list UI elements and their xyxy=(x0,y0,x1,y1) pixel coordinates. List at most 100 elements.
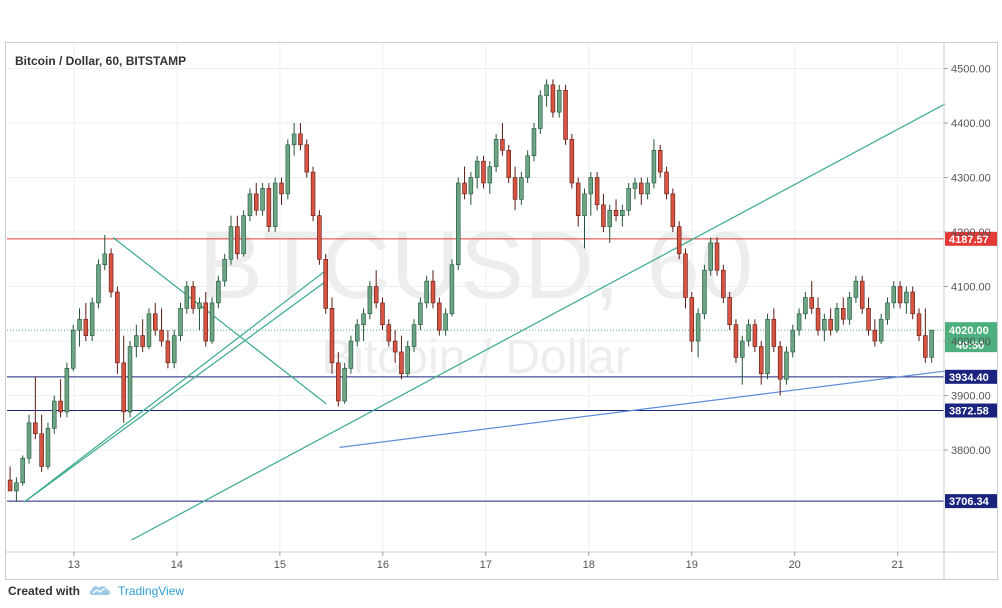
x-tick-label: 17 xyxy=(480,559,492,571)
x-tick-label: 20 xyxy=(789,559,801,571)
candle-body xyxy=(601,204,606,227)
candle-body xyxy=(279,182,284,195)
level-price-tag xyxy=(945,494,997,509)
footer: Created with TradingView xyxy=(0,580,1002,608)
candle-body xyxy=(847,297,852,320)
level-price-tag xyxy=(945,403,997,418)
candle-body xyxy=(929,329,934,358)
candle-body xyxy=(153,313,158,331)
candle-body xyxy=(254,193,259,211)
candlestick-chart[interactable]: BTCUSD, 60 Bitcoin / Dollar 4187.57 3934.4… xyxy=(6,43,997,579)
candle-body xyxy=(512,177,518,200)
candle-body xyxy=(626,188,631,211)
candle-body xyxy=(102,253,108,266)
candle-body xyxy=(683,253,688,298)
candle-body xyxy=(657,149,663,173)
candle-body xyxy=(455,182,461,266)
top-strip xyxy=(0,0,1002,40)
time-axis: 13 14 15 16 17 18 19 20 21 xyxy=(6,551,997,571)
candle-body xyxy=(291,133,297,146)
candle-body xyxy=(664,171,669,195)
x-tick-label: 18 xyxy=(583,559,595,571)
candle-body xyxy=(285,144,291,195)
candle-body xyxy=(878,318,884,342)
candle-body xyxy=(708,242,713,271)
candle-body xyxy=(563,90,568,140)
candle-body xyxy=(613,209,619,216)
x-tick-label: 14 xyxy=(171,559,183,571)
candle-body xyxy=(809,297,814,309)
candle-body xyxy=(83,318,89,336)
tradingview-logo-icon xyxy=(89,586,110,595)
candle-body xyxy=(336,362,341,402)
candle-body xyxy=(645,182,650,195)
watermark-name: Bitcoin / Dollar xyxy=(321,331,630,384)
candle-body xyxy=(266,188,272,227)
candle-body xyxy=(140,335,145,347)
candle-body xyxy=(121,362,126,413)
level-price-label: 3706.34 xyxy=(949,496,990,508)
candle-body xyxy=(437,302,442,331)
watermark: BTCUSD, 60 Bitcoin / Dollar xyxy=(199,212,754,384)
candle-body xyxy=(361,313,366,326)
candle-body xyxy=(380,302,385,326)
candle-body xyxy=(342,368,347,402)
candle-body xyxy=(405,346,411,375)
candle-body xyxy=(449,264,455,315)
candle-body xyxy=(897,286,903,304)
level-price-label: 3934.40 xyxy=(949,372,989,384)
candle-body xyxy=(771,318,777,347)
y-tick-label: 4100.00 xyxy=(951,282,991,294)
candle-body xyxy=(354,324,360,342)
candle-body xyxy=(474,160,480,178)
candle-body xyxy=(14,482,19,492)
candle-body xyxy=(727,297,732,326)
candle-body xyxy=(235,226,240,255)
candle-body xyxy=(33,422,38,435)
candle-body xyxy=(765,318,770,375)
candle-body xyxy=(822,318,827,331)
candle-body xyxy=(923,335,928,358)
chart-title: Bitcoin / Dollar, 60, BITSTAMP xyxy=(15,54,186,68)
candle-body xyxy=(582,193,587,216)
candle-body xyxy=(607,209,612,227)
price-axis: 4500.00 4400.00 4300.00 4200.00 4100.00 4000.… xyxy=(943,43,991,579)
candle-body xyxy=(689,297,695,342)
y-tick-label: 4200.00 xyxy=(951,227,991,239)
candle-body xyxy=(7,479,13,492)
candle-body xyxy=(58,400,63,413)
y-tick-label: 3900.00 xyxy=(951,391,991,403)
candle-body xyxy=(910,291,915,315)
candle-body xyxy=(146,313,152,347)
candle-body xyxy=(752,324,758,347)
candle-body xyxy=(721,269,726,298)
candle-body xyxy=(304,144,310,173)
candle-body xyxy=(45,427,51,467)
candle-body xyxy=(399,351,404,375)
candle-body xyxy=(733,324,739,358)
candle-body xyxy=(575,182,581,216)
candle-body xyxy=(272,182,278,227)
level-price-label: 4187.57 xyxy=(949,234,989,246)
watermark-symbol: BTCUSD, 60 xyxy=(199,212,754,319)
candle-body xyxy=(916,313,922,336)
candle-body xyxy=(828,318,833,331)
candle-body xyxy=(891,286,897,304)
candle-body xyxy=(171,335,177,364)
candle-body xyxy=(651,149,657,184)
y-tick-label: 4500.00 xyxy=(951,64,991,76)
candle-body xyxy=(26,422,32,459)
candle-body xyxy=(481,160,486,184)
candle-body xyxy=(834,308,840,331)
candle-body xyxy=(310,171,316,216)
candle-body xyxy=(670,193,676,227)
candle-body xyxy=(392,340,398,353)
candle-body xyxy=(841,308,846,320)
level-price-label: 3872.58 xyxy=(949,406,989,418)
candle-body xyxy=(424,280,429,304)
candle-body xyxy=(247,193,253,216)
candle-body xyxy=(373,286,379,304)
created-with-label: Created with xyxy=(8,584,81,598)
tradingview-link[interactable]: TradingView xyxy=(118,584,185,598)
candle-body xyxy=(298,133,303,146)
